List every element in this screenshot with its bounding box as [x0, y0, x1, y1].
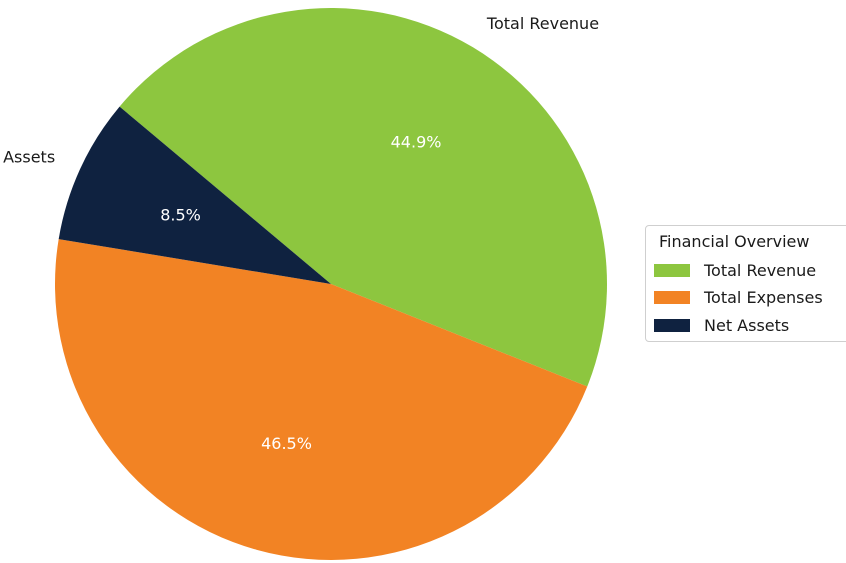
pie-slice-net-assets: [58, 106, 332, 284]
pie-percent-label-total-expenses: 46.5%: [261, 434, 312, 453]
pie-category-label-total-revenue: Total Revenue: [486, 14, 599, 33]
pie-category-label-net-assets: Net Assets: [0, 148, 55, 167]
chart-legend: Financial Overview Total Revenue Total E…: [645, 225, 846, 342]
legend-item-total-expenses: Total Expenses: [654, 286, 823, 308]
legend-item-net-assets: Net Assets: [654, 314, 789, 336]
pie-slice-total-revenue: [119, 7, 608, 387]
pie-slice-total-expenses: [54, 239, 588, 560]
legend-item-total-revenue: Total Revenue: [654, 259, 816, 281]
legend-label-total-expenses: Total Expenses: [704, 287, 823, 307]
legend-label-total-revenue: Total Revenue: [704, 260, 817, 280]
pie-percent-label-total-revenue: 44.9%: [391, 132, 442, 151]
pie-percent-label-net-assets: 8.5%: [160, 205, 201, 224]
legend-title: Financial Overview: [659, 232, 810, 251]
legend-swatch-total-expenses: [654, 290, 690, 304]
pie-slices: [54, 7, 608, 560]
legend-label-net-assets: Net Assets: [704, 315, 790, 335]
legend-swatch-total-revenue: [654, 263, 690, 277]
legend-swatch-net-assets: [654, 318, 690, 332]
